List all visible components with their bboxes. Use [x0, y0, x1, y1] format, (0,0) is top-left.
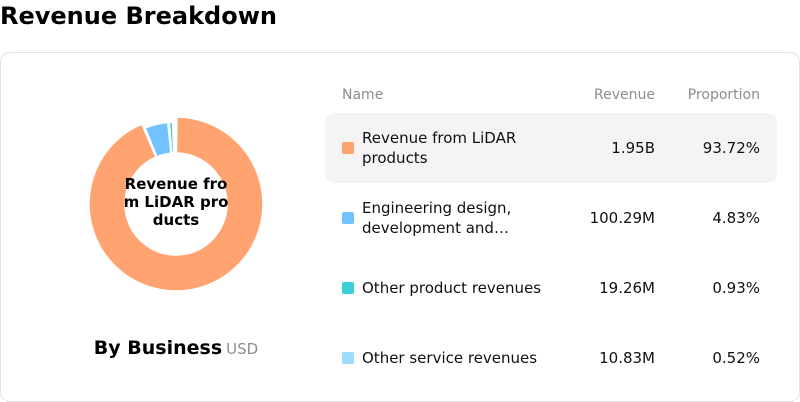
- row-revenue: 1.95B: [611, 139, 655, 157]
- row-name: Other product revenues: [362, 279, 542, 297]
- legend-swatch: [342, 352, 354, 364]
- legend-swatch: [342, 282, 354, 294]
- row-proportion: 0.93%: [712, 279, 760, 297]
- table-row[interactable]: Revenue from LiDAR products 1.95B 93.72%: [325, 113, 777, 183]
- row-name: Other service revenues: [362, 349, 538, 367]
- donut-center-label: Revenue from LiDAR products: [123, 175, 229, 229]
- table-row[interactable]: Engineering design, development and… 100.…: [325, 183, 777, 253]
- donut-svg: [88, 116, 264, 292]
- legend-swatch: [342, 142, 354, 154]
- table-row[interactable]: Other service revenues 10.83M 0.52%: [325, 323, 777, 393]
- caption-unit: USD: [226, 340, 259, 358]
- page-title: Revenue Breakdown: [0, 2, 277, 30]
- header-proportion: Proportion: [687, 87, 760, 103]
- row-name: Revenue from LiDAR products: [362, 129, 517, 167]
- caption-title: By Business: [93, 337, 223, 359]
- donut-slice[interactable]: [168, 121, 175, 154]
- row-name: Engineering design, development and…: [362, 199, 512, 237]
- header-revenue: Revenue: [594, 87, 655, 103]
- row-revenue: 100.29M: [589, 209, 655, 227]
- donut-chart: Revenue from LiDAR products: [87, 115, 265, 293]
- row-proportion: 93.72%: [702, 139, 760, 157]
- row-revenue: 10.83M: [599, 349, 655, 367]
- donut-slice[interactable]: [173, 121, 177, 154]
- row-proportion: 4.83%: [712, 209, 760, 227]
- row-proportion: 0.52%: [712, 349, 760, 367]
- breakdown-table: Name Revenue Proportion Revenue from LiD…: [325, 87, 777, 367]
- header-name: Name: [342, 87, 384, 103]
- donut-slice[interactable]: [88, 116, 264, 292]
- table-header: Name Revenue Proportion: [325, 87, 777, 111]
- table-rows: Revenue from LiDAR products 1.95B 93.72% En…: [325, 113, 777, 393]
- chart-caption: By Business USD: [1, 337, 351, 359]
- row-revenue: 19.26M: [599, 279, 655, 297]
- table-row[interactable]: Other product revenues 19.26M 0.93%: [325, 253, 777, 323]
- legend-swatch: [342, 212, 354, 224]
- revenue-card: Revenue from LiDAR products By Business U…: [0, 52, 800, 402]
- donut-slice[interactable]: [144, 121, 172, 158]
